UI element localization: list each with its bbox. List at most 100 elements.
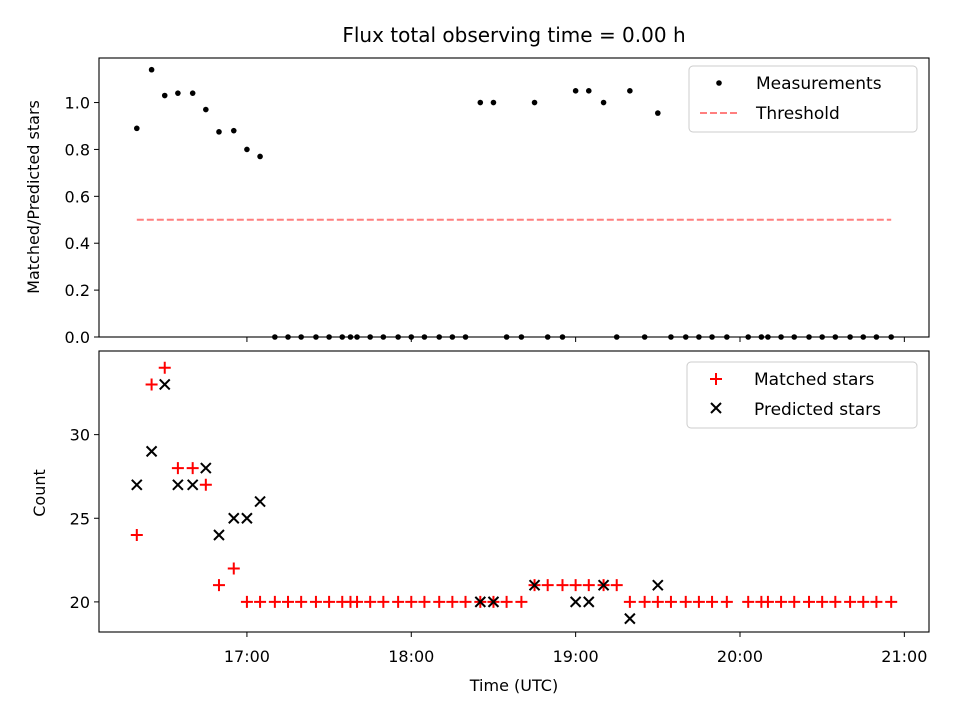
top-x-axis [246,337,905,342]
matched-star-point [171,462,184,475]
measurement-point [477,99,484,106]
matched-star-point [227,562,240,575]
matched-star-point [309,595,322,608]
predicted-star-point [624,612,636,625]
matched-star-point [254,595,267,608]
matched-star-point [446,595,459,608]
measurement-point [655,110,661,116]
matched-star-point [500,595,513,608]
measurement-point [161,92,168,99]
matched-star-point [351,595,364,608]
top-panel: Flux total observing time = 0.00 h Match… [24,23,930,347]
predicted-star-point [474,596,487,608]
bottom-x-axis: 17:00 18:00 19:00 20:00 21:00 [224,632,927,666]
bottom-ylabel: Count [30,469,49,517]
measurements-legend-label: Measurements [756,74,882,94]
matched-star-point [638,595,651,608]
bottom-legend-box [686,361,918,429]
matched-star-point [515,595,528,608]
measurement-point [189,90,196,96]
bottom-xtick-label: 18:00 [388,647,434,666]
predicted-star-point [131,479,143,491]
predicted-star-point [213,529,225,541]
matched-star-point [392,595,405,608]
top-ytick-label: 0.2 [65,281,90,300]
matched-star-point [816,595,829,608]
top-ytick-label: 0.4 [65,234,90,253]
measurement-point [600,99,607,106]
matched-star-point [788,595,801,608]
matched-star-point [433,595,446,608]
matched-star-point [720,595,733,608]
matched-star-point [706,595,719,608]
top-legend-box [688,65,918,133]
matched-star-point [240,595,253,608]
bottom-xtick-label: 17:00 [224,647,270,666]
predicted-star-point [487,596,500,608]
bottom-axes-frame [98,350,930,633]
top-ytick-label: 0.8 [65,140,90,159]
bottom-xlabel: Time (UTC) [469,676,558,695]
measurement-point [572,88,579,94]
matched-star-point [199,478,212,491]
matched-star-point [664,595,677,608]
predicted-star-point [583,596,595,608]
measurement-point [175,90,181,96]
matched-star-point [829,595,842,608]
predicted-star-point [228,512,240,524]
measurement-point [257,153,263,160]
matched-star-point [212,579,225,592]
matched-star-point [541,579,554,592]
measurement-point [585,88,592,94]
bottom-panel: Count Time (UTC) 20 25 30 17:00 18:00 19:00 2… [30,350,930,695]
predicted-star-point [652,579,664,591]
predicted-star-point [172,479,184,491]
matched-star-point [158,361,171,374]
matched-star-point [623,595,636,608]
top-ylabel: Matched/Predicted stars [24,100,43,294]
bottom-xtick-label: 21:00 [881,647,927,666]
predicted-star-point [528,579,541,591]
top-ytick-label: 1.0 [65,94,90,113]
bottom-ytick-label: 20 [70,593,90,612]
matched-star-point [405,595,418,608]
bottom-xtick-label: 20:00 [717,647,763,666]
measurement-point [230,127,237,134]
bottom-ytick-label: 25 [70,509,90,528]
matched-star-point [145,378,158,391]
predicted-star-point [569,596,582,608]
predicted-star-point [254,495,266,508]
top-y-axis: 0.0 0.2 0.4 0.6 0.8 1.0 [65,94,99,347]
predicted-star-point [597,579,610,591]
matched-star-point [803,595,816,608]
matched-star-point [268,595,281,608]
matched-star-point [885,595,898,608]
measurement-point [627,88,633,94]
matched-star-point [130,528,143,541]
measurement-point [531,99,538,106]
matched-star-point [569,579,582,592]
top-ytick-label: 0.0 [65,328,90,347]
matched-star-point [186,462,199,475]
matched-star-point [610,579,623,592]
bottom-legend: Matched stars Predicted stars [686,361,918,429]
predicted-star-point [159,378,171,391]
matched-star-point [323,595,336,608]
predicted-star-point [145,445,158,458]
top-title: Flux total observing time = 0.00 h [342,23,685,47]
measurement-point [244,146,250,153]
predicted-star-point [200,462,212,474]
bottom-ytick-label: 30 [70,426,90,445]
predicted-legend-marker [710,402,722,414]
matched-star-point [870,595,883,608]
measurement-point [216,129,222,135]
top-ytick-label: 0.6 [65,187,90,206]
predicted-star-point [186,479,199,491]
top-axes-frame [98,57,930,338]
matched-star-point [582,579,595,592]
matched-star-point [282,595,295,608]
matched-star-point [364,595,377,608]
top-legend: Measurements Threshold [688,65,918,133]
matched-star-point [377,595,390,608]
